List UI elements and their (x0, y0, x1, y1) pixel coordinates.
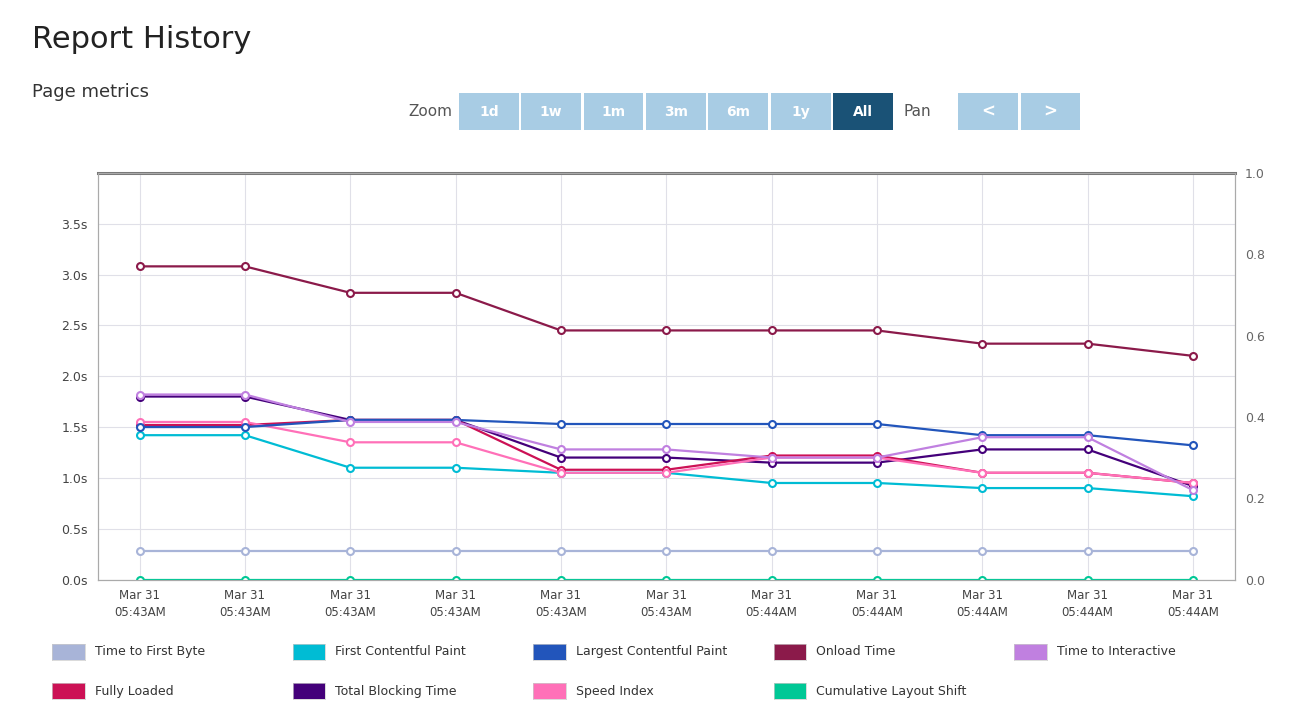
Text: All: All (853, 104, 874, 119)
Text: 1y: 1y (792, 104, 810, 119)
Text: 6m: 6m (727, 104, 750, 119)
Text: Zoom: Zoom (408, 104, 452, 119)
Text: Report History: Report History (32, 25, 252, 54)
Text: Time to Interactive: Time to Interactive (1057, 645, 1175, 658)
Text: Time to First Byte: Time to First Byte (95, 645, 205, 658)
Text: First Contentful Paint: First Contentful Paint (335, 645, 467, 658)
Text: 1d: 1d (478, 104, 499, 119)
Text: 3m: 3m (664, 104, 688, 119)
Text: Fully Loaded: Fully Loaded (95, 685, 173, 698)
Text: Page metrics: Page metrics (32, 83, 150, 101)
Text: Speed Index: Speed Index (576, 685, 654, 698)
Text: <: < (982, 102, 994, 120)
Text: Cumulative Layout Shift: Cumulative Layout Shift (816, 685, 967, 698)
Text: Pan: Pan (903, 104, 931, 119)
Text: Largest Contentful Paint: Largest Contentful Paint (576, 645, 727, 658)
Text: Onload Time: Onload Time (816, 645, 896, 658)
Text: 1m: 1m (602, 104, 625, 119)
Text: 1w: 1w (540, 104, 563, 119)
Text: >: > (1044, 102, 1057, 120)
Text: Total Blocking Time: Total Blocking Time (335, 685, 456, 698)
